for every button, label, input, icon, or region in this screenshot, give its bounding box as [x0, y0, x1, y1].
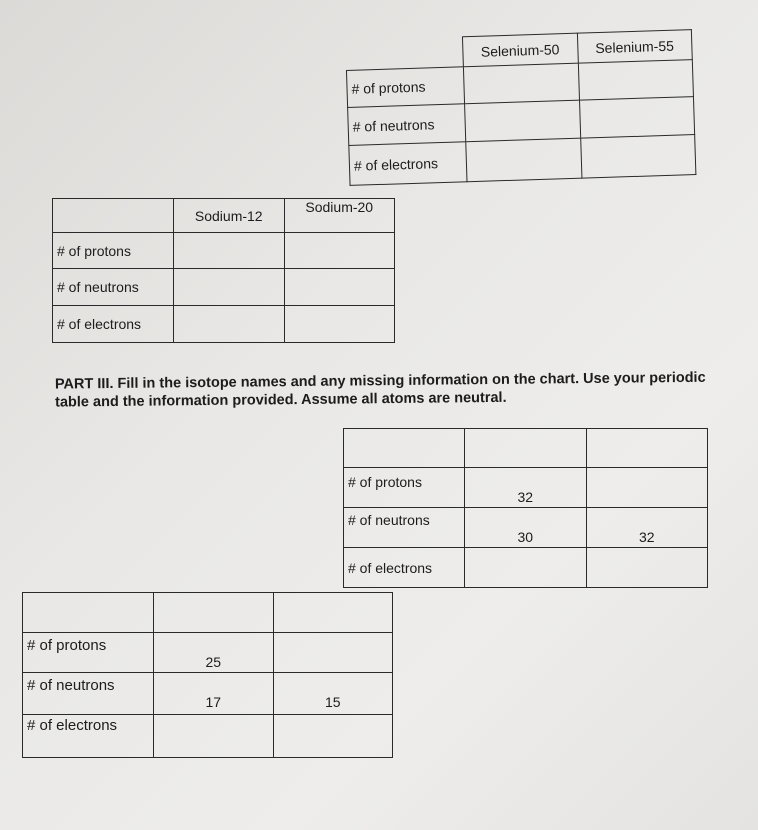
row-label-neutrons: # of neutrons [22, 672, 154, 715]
neutrons-value[interactable]: 17 [153, 672, 274, 715]
input-cell[interactable] [464, 547, 587, 588]
header-sodium-12: Sodium-12 [173, 198, 285, 233]
neutrons-value[interactable]: 15 [272, 672, 393, 715]
part3-instructions: PART III. Fill in the isotope names and … [54, 369, 706, 411]
isotope-name-input[interactable] [464, 428, 587, 468]
header-selenium-50: Selenium-50 [462, 33, 578, 67]
row-label-electrons: # of electrons [348, 141, 468, 186]
input-cell[interactable] [464, 100, 581, 142]
input-cell[interactable] [283, 268, 395, 306]
row-label-neutrons: # of neutrons [343, 507, 465, 548]
selenium-table: Selenium-50 Selenium-55 # of protons # of… [345, 29, 696, 186]
input-cell[interactable] [463, 63, 580, 104]
part3-table-1: # of protons 32 # of neutrons 30 32 # of el… [343, 428, 708, 588]
protons-value[interactable]: 25 [153, 632, 274, 673]
row-label-neutrons: # of neutrons [52, 268, 174, 306]
input-cell[interactable] [173, 232, 285, 269]
input-cell[interactable] [173, 268, 285, 306]
input-cell[interactable] [585, 467, 708, 508]
input-cell[interactable] [465, 138, 582, 182]
isotope-name-cell [343, 428, 465, 468]
row-label-electrons: # of electrons [343, 547, 465, 588]
empty-cell [52, 198, 174, 233]
row-label-electrons: # of electrons [22, 714, 154, 758]
header-sodium-20: Sodium-20 [283, 198, 395, 233]
input-cell[interactable] [173, 305, 285, 343]
isotope-name-input[interactable] [585, 428, 708, 468]
isotope-name-cell [22, 592, 154, 633]
row-label-protons: # of protons [343, 467, 465, 508]
input-cell[interactable] [283, 305, 395, 343]
input-cell[interactable] [153, 714, 274, 758]
isotope-name-input[interactable] [272, 592, 393, 633]
row-label-neutrons: # of neutrons [347, 103, 466, 146]
isotope-name-input[interactable] [153, 592, 274, 633]
input-cell[interactable] [272, 632, 393, 673]
row-label-protons: # of protons [346, 66, 465, 108]
row-label-protons: # of protons [22, 632, 154, 673]
header-selenium-55: Selenium-55 [576, 29, 693, 64]
input-cell[interactable] [585, 547, 708, 588]
empty-cell [345, 36, 464, 71]
row-label-protons: # of protons [52, 232, 174, 269]
input-cell[interactable] [579, 96, 695, 139]
input-cell[interactable] [272, 714, 393, 758]
neutrons-value[interactable]: 32 [585, 507, 708, 548]
row-label-electrons: # of electrons [52, 305, 174, 343]
input-cell[interactable] [577, 59, 694, 101]
protons-value[interactable]: 32 [464, 467, 587, 508]
sodium-table: Sodium-12 Sodium-20 # of protons # of neu… [52, 198, 395, 343]
input-cell[interactable] [580, 134, 696, 179]
neutrons-value[interactable]: 30 [464, 507, 587, 548]
part3-table-2: # of protons 25 # of neutrons 17 15 # of el… [22, 592, 393, 758]
input-cell[interactable] [283, 232, 395, 269]
